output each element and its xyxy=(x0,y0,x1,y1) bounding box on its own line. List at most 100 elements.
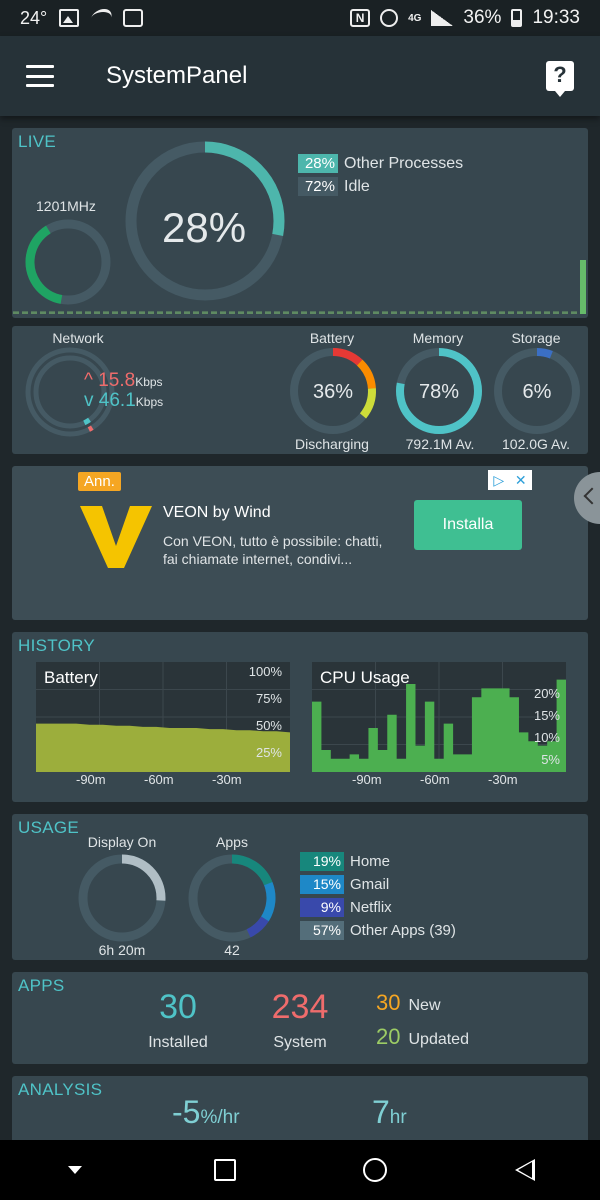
cpu-freq-label: 1201MHz xyxy=(36,198,96,214)
live-history-bar xyxy=(310,311,316,314)
install-button[interactable]: Installa xyxy=(414,500,522,550)
display-on-ring xyxy=(78,854,166,942)
live-history-bar xyxy=(58,311,64,314)
legend-label: Idle xyxy=(344,177,370,195)
live-history-bar xyxy=(499,311,505,314)
battery-rate-unit: %/hr xyxy=(200,1107,240,1128)
time-remaining-value: 7 xyxy=(372,1094,390,1130)
navigation-bar xyxy=(0,1140,600,1200)
live-history-bar xyxy=(373,311,379,314)
clock: 19:33 xyxy=(532,7,580,28)
apps-ring-segment xyxy=(188,854,276,942)
usage-card[interactable]: USAGE Display On 6h 20m Apps 42 19% Home… xyxy=(12,814,588,960)
ad-title[interactable]: VEON by Wind xyxy=(163,504,271,521)
history-title: HISTORY xyxy=(18,636,96,655)
resources-card[interactable]: Network ^ 15.8Kbps v 46.1Kbps Battery 36… xyxy=(12,326,588,454)
live-history-bar xyxy=(508,311,514,314)
usage-swatch: 57% xyxy=(300,921,344,940)
apps-card[interactable]: APPS 30 Installed 234 System 30 New 20 U… xyxy=(12,972,588,1064)
cpu-ytick: 10% xyxy=(533,730,560,745)
cpu-usage-percent: 28% xyxy=(162,204,247,251)
live-history-bar xyxy=(166,311,172,314)
chart-area xyxy=(36,723,290,772)
hamburger-menu-icon[interactable] xyxy=(26,65,54,87)
live-history-bar xyxy=(220,311,226,314)
signal-icon xyxy=(431,10,454,26)
nfc-icon: N xyxy=(350,9,371,27)
live-history-bar xyxy=(292,311,298,314)
battery-label: Battery xyxy=(309,330,355,346)
live-history-bar xyxy=(562,311,568,314)
cpu-freq-ring xyxy=(25,219,111,305)
usage-swatch: 9% xyxy=(300,898,344,917)
download-arrow-icon: v xyxy=(84,390,94,411)
cpu-xtick: -30m xyxy=(488,772,518,787)
cpu-ytick: 15% xyxy=(533,708,560,723)
live-history-bar xyxy=(31,311,37,314)
history-card[interactable]: HISTORY Battery 100% 75% 50% 25% -90m -6… xyxy=(12,632,588,802)
adchoices-close[interactable]: ▷ ✕ xyxy=(488,470,532,490)
live-card[interactable]: LIVE 1201MHz 28% 28% Other Processes 72%… xyxy=(12,128,588,318)
cpu-ytick: 5% xyxy=(541,752,560,767)
usage-swatch: 15% xyxy=(300,875,344,894)
cpu-xtick: -90m xyxy=(352,772,382,787)
usage-title: USAGE xyxy=(18,818,80,837)
apps-count: 42 xyxy=(224,942,240,958)
storage-value: 6% xyxy=(522,381,552,403)
home-icon[interactable] xyxy=(355,1150,395,1190)
live-history-bar xyxy=(517,311,523,314)
live-history-bar xyxy=(49,311,55,314)
updated-count: 20 xyxy=(376,1024,401,1049)
download-unit: Kbps xyxy=(135,395,164,409)
usage-legend-home: 19% Home xyxy=(300,852,390,871)
live-history-bar xyxy=(454,311,460,314)
live-history-bar xyxy=(301,311,307,314)
system-label: System xyxy=(273,1034,327,1051)
memory-label: Memory xyxy=(412,330,464,346)
storage-label: Storage xyxy=(511,330,561,346)
battery-ytick: 75% xyxy=(255,691,282,706)
live-history-bar xyxy=(283,311,289,314)
cpu-history-chart[interactable]: CPU Usage 20% 15% 10% 5% xyxy=(312,662,566,772)
live-history-bar xyxy=(400,311,406,314)
network-label: Network xyxy=(52,330,104,346)
close-icon[interactable]: ✕ xyxy=(514,471,527,488)
back-icon[interactable] xyxy=(505,1150,545,1190)
nav-down-icon[interactable] xyxy=(55,1150,95,1190)
map-icon xyxy=(123,9,144,27)
network-upload: ^ 15.8Kbps xyxy=(84,370,163,392)
battery-value: 36% xyxy=(312,381,354,403)
live-history-bar xyxy=(103,311,109,314)
new-apps: 30 New xyxy=(376,990,441,1016)
legend-swatch: 72% xyxy=(298,177,338,196)
updated-label: Updated xyxy=(408,1031,469,1048)
usage-legend-gmail: 15% Gmail xyxy=(300,875,389,894)
battery-history-chart[interactable]: Battery 100% 75% 50% 25% xyxy=(36,662,290,772)
analysis-card[interactable]: ANALYSIS -5%/hr 7hr xyxy=(12,1076,588,1140)
usage-swatch: 19% xyxy=(300,852,344,871)
live-history-bar xyxy=(76,311,82,314)
memory-value: 78% xyxy=(418,381,460,403)
help-icon[interactable]: ? xyxy=(546,61,574,97)
upload-arrow-icon: ^ xyxy=(84,370,93,391)
adchoices-icon[interactable]: ▷ xyxy=(493,471,505,488)
updated-apps: 20 Updated xyxy=(376,1024,469,1050)
live-history-bar xyxy=(472,311,478,314)
storage-ring xyxy=(494,348,580,434)
ad-card[interactable]: Ann. VEON by Wind Con VEON, tutto è poss… xyxy=(12,466,588,620)
installed-label: Installed xyxy=(148,1034,208,1051)
legend-other-processes: 28% Other Processes xyxy=(298,154,463,173)
live-history-bar xyxy=(319,311,325,314)
apps-ring-segment xyxy=(188,854,276,942)
ad-description[interactable]: Con VEON, tutto è possibile: chatti, fai… xyxy=(163,533,383,567)
recents-icon[interactable] xyxy=(205,1150,245,1190)
usage-legend-label: Gmail xyxy=(350,876,390,893)
live-history-bar xyxy=(355,311,361,314)
battery-chart-title: Battery xyxy=(44,668,98,687)
live-history-bar xyxy=(274,311,280,314)
live-history-bar xyxy=(22,311,28,314)
battery-ytick: 100% xyxy=(248,664,282,679)
battery-ytick: 25% xyxy=(255,745,282,760)
time-remaining-unit: hr xyxy=(389,1107,407,1128)
chart-area xyxy=(312,679,566,772)
